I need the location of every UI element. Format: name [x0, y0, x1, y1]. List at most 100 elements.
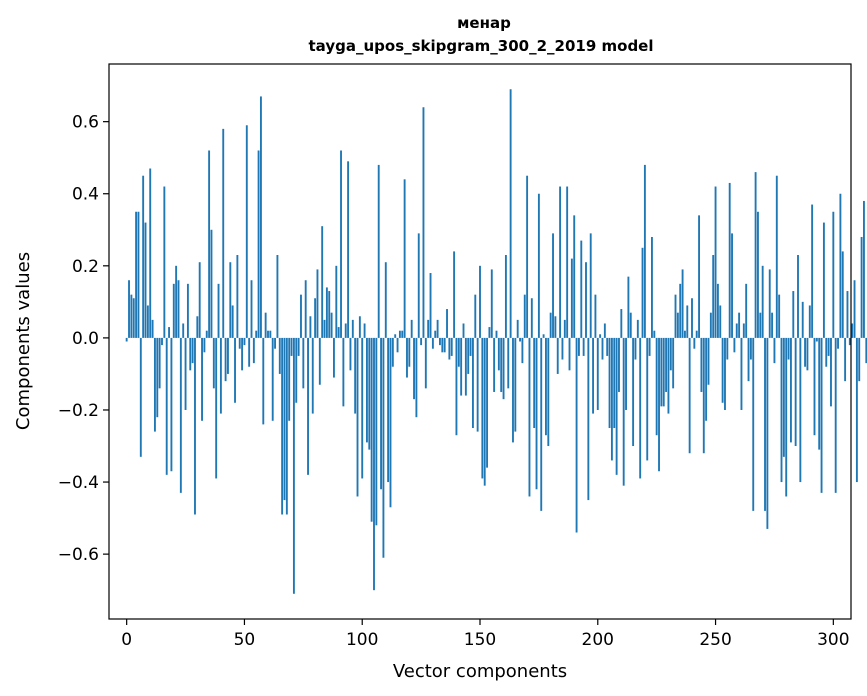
bar: [766, 337, 769, 529]
bar: [844, 337, 847, 382]
bar: [467, 337, 470, 374]
bar: [469, 337, 472, 356]
bar: [344, 323, 347, 338]
bar: [347, 161, 350, 338]
bar: [401, 330, 404, 338]
bar: [125, 337, 128, 342]
bar: [530, 298, 533, 338]
bar: [375, 337, 378, 526]
bar: [427, 319, 430, 338]
bar: [208, 150, 211, 338]
bar: [780, 337, 783, 483]
bar: [497, 337, 500, 371]
bar: [391, 337, 394, 367]
bar: [217, 283, 220, 338]
bar: [665, 337, 668, 392]
bar: [636, 319, 639, 338]
bar: [561, 337, 564, 360]
bar: [651, 236, 653, 338]
bar: [601, 337, 604, 360]
bar: [778, 294, 781, 338]
bar: [556, 337, 559, 374]
bar: [634, 337, 637, 360]
bar: [441, 337, 444, 353]
bars-group: [125, 89, 867, 594]
bar: [295, 337, 298, 403]
bar: [698, 215, 700, 338]
bar: [688, 337, 691, 454]
bar: [285, 337, 288, 515]
bar: [554, 316, 557, 338]
bar: [504, 255, 507, 338]
bar: [545, 337, 547, 436]
bar: [271, 337, 274, 421]
bar: [702, 337, 705, 454]
bar: [721, 337, 724, 403]
bar: [839, 193, 842, 338]
bar: [603, 323, 606, 338]
bar: [380, 337, 382, 490]
bar: [420, 337, 423, 346]
bar: [589, 233, 592, 338]
bar: [728, 182, 731, 338]
bar: [168, 327, 170, 338]
bar: [194, 337, 196, 515]
bar: [144, 222, 147, 338]
bar: [276, 255, 279, 338]
bar: [846, 291, 849, 338]
bar: [754, 172, 757, 338]
bar: [693, 337, 696, 349]
y-tick-label: 0.0: [72, 329, 99, 349]
bar: [309, 316, 312, 338]
bar: [646, 337, 649, 461]
x-tick-label: 50: [234, 630, 256, 650]
bar: [679, 283, 682, 338]
bar: [406, 337, 408, 378]
bar: [526, 175, 529, 338]
bar: [629, 312, 632, 338]
bar: [806, 337, 809, 371]
bar: [608, 337, 611, 428]
bar: [304, 280, 307, 338]
bar: [128, 280, 130, 338]
bar: [615, 337, 618, 475]
bar: [585, 262, 587, 338]
bar: [625, 337, 627, 410]
bar: [288, 337, 291, 421]
bar: [446, 309, 448, 338]
bar: [146, 305, 149, 338]
bar: [822, 222, 825, 338]
bar: [648, 337, 651, 356]
bar: [547, 337, 550, 447]
bar: [830, 337, 832, 407]
bar: [775, 175, 778, 338]
bar: [627, 276, 630, 338]
bar: [356, 337, 359, 497]
bar: [151, 319, 154, 338]
y-tick-label: −0.2: [58, 401, 99, 421]
bar: [351, 319, 354, 338]
bar: [797, 255, 799, 338]
bar: [396, 337, 399, 353]
bar: [848, 337, 851, 346]
bar: [236, 255, 239, 338]
bar: [464, 337, 467, 396]
bar: [789, 337, 792, 443]
chart-title: менар: [457, 14, 511, 32]
bar: [820, 337, 823, 493]
bar: [132, 298, 135, 338]
bar: [219, 337, 222, 414]
bar: [215, 337, 218, 479]
bar: [573, 215, 576, 338]
bar: [170, 337, 173, 472]
bar: [639, 337, 642, 479]
bar: [540, 337, 543, 511]
bar: [250, 280, 253, 338]
bar: [471, 337, 474, 428]
bar: [201, 337, 203, 421]
bar: [182, 323, 185, 338]
bar: [726, 337, 729, 360]
x-tick-label: 100: [346, 630, 378, 650]
bar: [210, 229, 213, 338]
bar: [863, 200, 865, 338]
